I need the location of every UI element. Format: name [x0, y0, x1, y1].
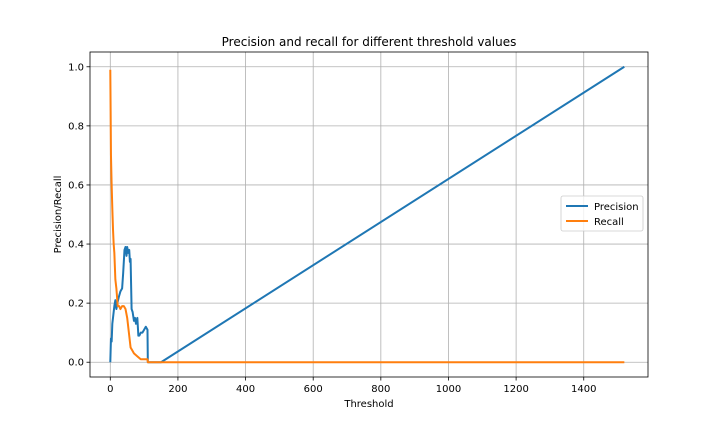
y-tick-label: 1.0 [68, 62, 84, 73]
plot-frame [89, 51, 649, 378]
series-line-recall [109, 69, 625, 364]
tick-layer: 0 200 400 600 800 1000 1200 1400 0.0 0.2 0.4 0.6 0.8… [68, 62, 596, 395]
x-tick-label: 800 [371, 384, 390, 395]
x-tick-label: 600 [304, 384, 323, 395]
series-line-precision [109, 65, 625, 364]
legend-recall-label: Recall [594, 217, 624, 228]
y-tick-label: 0.6 [68, 180, 84, 191]
x-axis-label: Threshold [343, 399, 393, 410]
x-tick-label: 1400 [571, 384, 596, 395]
legend-box [560, 195, 644, 232]
x-tick-label: 400 [236, 384, 255, 395]
x-tick-label: 0 [107, 384, 113, 395]
y-axis-label: Precision/Recall [53, 176, 64, 254]
legend: Precision Recall [560, 195, 644, 232]
y-tick-label: 0.8 [68, 121, 84, 132]
y-tick-label: 0.2 [68, 299, 84, 310]
x-tick-label: 1000 [436, 384, 461, 395]
x-tick-label: 200 [168, 384, 187, 395]
y-tick-label: 0.4 [68, 240, 84, 251]
series-layer [109, 65, 625, 364]
legend-precision-label: Precision [594, 202, 639, 213]
y-tick-label: 0.0 [68, 358, 84, 369]
x-tick-label: 1200 [503, 384, 528, 395]
chart-title: Precision and recall for different thres… [222, 35, 517, 49]
